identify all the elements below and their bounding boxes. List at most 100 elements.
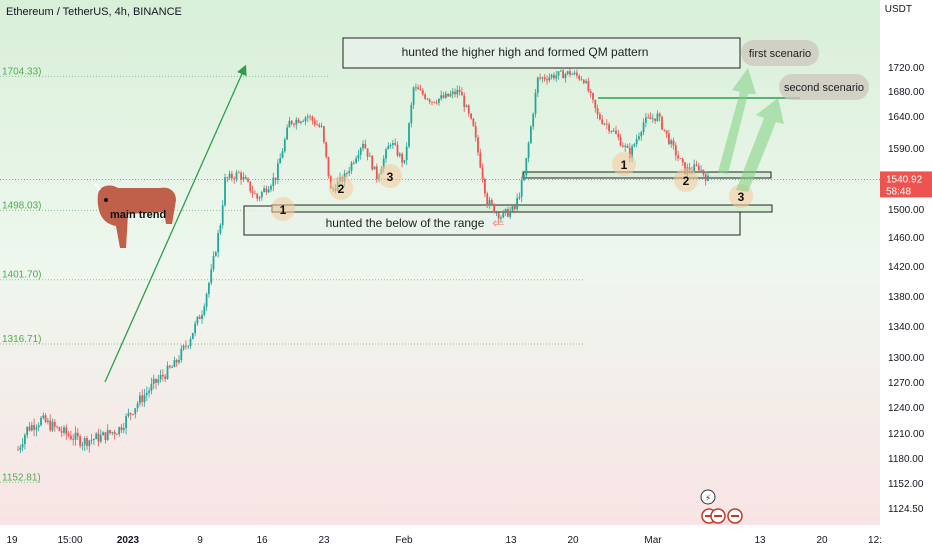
candle-body — [599, 114, 601, 120]
candle-body — [447, 93, 449, 97]
candle-body — [371, 155, 374, 170]
candle-body — [210, 269, 213, 283]
candle-body — [111, 432, 114, 434]
candle-body — [619, 137, 622, 146]
fib-label: 1152.81) — [2, 472, 41, 483]
candle-body — [693, 164, 696, 171]
candle-body — [139, 395, 141, 404]
point-label: 1 — [280, 203, 287, 217]
candle-body — [509, 210, 512, 217]
candle-body — [171, 367, 173, 368]
x-tick-label: 13 — [754, 535, 766, 546]
y-tick-label: 1124.50 — [888, 504, 924, 515]
candle-body — [166, 365, 169, 379]
candle-body — [30, 425, 33, 431]
candle-body — [58, 427, 61, 432]
candle-body — [594, 99, 597, 109]
y-tick-label: 1460.00 — [888, 233, 925, 244]
candle-body — [106, 430, 109, 440]
candle-body — [479, 152, 482, 168]
candle-body — [180, 348, 183, 361]
candle-body — [300, 121, 302, 123]
y-tick-label: 1152.00 — [888, 479, 924, 490]
candle-body — [523, 175, 525, 181]
candle-body — [141, 395, 144, 403]
candle-body — [408, 123, 410, 147]
candle-body — [564, 74, 567, 79]
candle-body — [277, 163, 279, 180]
bottom-box-label: hunted the below of the range — [326, 216, 485, 230]
candle-body — [569, 71, 571, 75]
candle-body — [603, 123, 606, 125]
candle-body — [214, 252, 217, 257]
first-scenario-bubble — [741, 40, 819, 66]
candle-body — [318, 124, 321, 127]
candle-body — [364, 143, 367, 149]
price-badge-countdown: 58:48 — [886, 186, 911, 197]
candle-body — [56, 426, 58, 428]
y-tick-label: 1340.00 — [888, 322, 925, 333]
candle-body — [221, 205, 224, 226]
point-label: 1 — [621, 158, 628, 172]
candle-body — [656, 113, 659, 121]
event-flag-stripe — [714, 515, 722, 517]
candle-body — [562, 70, 564, 79]
candle-body — [79, 436, 81, 446]
candle-body — [40, 417, 42, 426]
candle-body — [661, 116, 663, 130]
annotation-boxes: hunted the higher high and formed QM pat… — [243, 37, 800, 236]
y-tick-label: 1270.00 — [888, 378, 925, 389]
candle-body — [495, 212, 498, 214]
candle-body — [442, 95, 445, 98]
plot-background — [0, 0, 880, 525]
candle-body — [697, 165, 700, 171]
candle-body — [86, 438, 88, 447]
candle-body — [465, 105, 468, 108]
candle-body — [589, 91, 592, 93]
candle-body — [419, 89, 422, 91]
neckline-zone — [522, 171, 772, 179]
candle-body — [35, 427, 38, 430]
candle-body — [42, 415, 45, 418]
candle-body — [369, 155, 371, 157]
support-zone — [271, 204, 773, 213]
candle-body — [228, 173, 231, 179]
x-axis-ticks: 19 15:00 2023 9 16 23 Feb 13 20 Mar 13 20 12: — [6, 535, 882, 546]
candle-body — [396, 144, 399, 156]
candle-body — [640, 132, 643, 137]
candle-body — [624, 145, 627, 147]
x-tick-label: Mar — [644, 535, 662, 546]
candle-body — [578, 75, 581, 80]
main-trend-arrow — [104, 64, 247, 383]
candle-body — [357, 154, 360, 159]
candle-body — [95, 433, 98, 440]
candle-body — [102, 432, 104, 436]
candle-body — [97, 433, 100, 442]
candle-body — [674, 145, 677, 156]
candle-body — [626, 145, 629, 148]
candle-body — [348, 170, 351, 174]
candle-body — [53, 421, 56, 427]
y-tick-label: 1500.00 — [888, 205, 925, 216]
candle-body — [306, 116, 309, 118]
candle-body — [704, 174, 707, 181]
candle-body — [72, 439, 75, 440]
candle-body — [507, 209, 509, 217]
candle-body — [635, 139, 638, 145]
candle-body — [145, 392, 148, 396]
candle-body — [28, 426, 31, 431]
candle-body — [532, 113, 535, 127]
candle-body — [309, 116, 311, 118]
candle-body — [663, 129, 666, 131]
candle-body — [65, 427, 68, 435]
candle-body — [226, 177, 229, 179]
candle-body — [247, 178, 249, 182]
top-box-label: hunted the higher high and formed QM pat… — [402, 45, 649, 59]
candle-body — [539, 77, 541, 79]
candle-body — [571, 74, 574, 75]
candle-body — [327, 156, 330, 177]
candle-body — [536, 77, 539, 93]
point-circle — [271, 197, 295, 221]
candle-body — [83, 438, 86, 445]
candle-body — [516, 198, 518, 209]
